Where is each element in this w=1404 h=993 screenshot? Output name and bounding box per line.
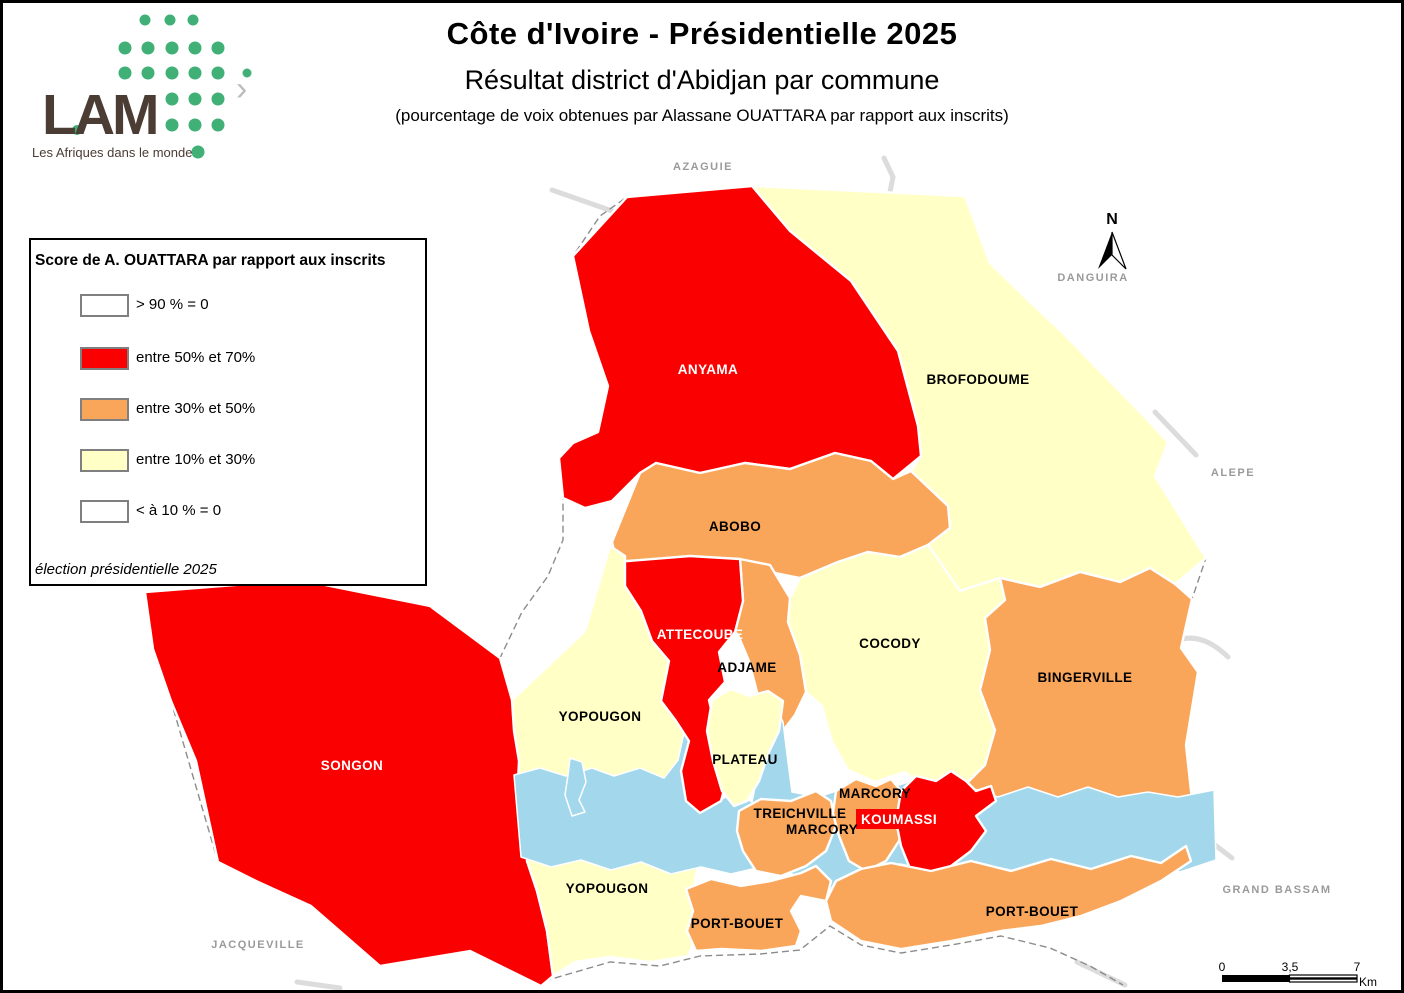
logo-dot-12 [188, 66, 202, 80]
label-bg-koumassi [856, 809, 942, 829]
legend-footnote: élection présidentielle 2025 [35, 561, 217, 578]
lam-logo-acronym: LAM [42, 83, 159, 147]
label-abobo: ABOBO [709, 519, 761, 534]
logo-dot-13 [211, 66, 225, 80]
label-anyama: ANYAMA [678, 362, 738, 377]
label-plateau: PLATEAU [712, 752, 778, 767]
legend-item-gt90: > 90 % = 0 [80, 294, 410, 318]
logo-dot-16 [188, 92, 202, 106]
logo-dot-7 [188, 41, 202, 55]
label-brofodoume: BROFODOUME [927, 372, 1030, 387]
scalebar-tick: 3,5 [1282, 960, 1299, 974]
outside-label-jacqueville: JACQUEVILLE [211, 939, 305, 951]
legend-swatch-lt10 [80, 500, 129, 523]
region-songon [143, 578, 555, 988]
logo-dot-5 [141, 41, 155, 55]
logo-dot-10 [141, 66, 155, 80]
outside-label-danguira: DANGUIRA [1057, 272, 1128, 284]
legend-label-lt10: < à 10 % = 0 [136, 502, 222, 519]
logo-dot-2 [164, 14, 176, 26]
region-treichville [735, 789, 838, 878]
label-port-bouet-east: PORT-BOUET [986, 904, 1079, 919]
label-cocody: COCODY [859, 636, 921, 651]
legend-title: Score de A. OUATTARA par rapport aux ins… [35, 252, 386, 269]
page-title: Côte d'Ivoire - Présidentielle 2025 [446, 16, 958, 51]
road-6 [1074, 959, 1128, 988]
page-note: (pourcentage de voix obtenues par Alassa… [395, 106, 1009, 125]
title-block: Côte d'Ivoire - Présidentielle 2025 Résu… [0, 0, 1404, 126]
logo-dot-4 [118, 41, 132, 55]
legend-box: Score de A. OUATTARA par rapport aux ins… [29, 238, 427, 586]
legend-label-30-50: entre 30% et 50% [136, 400, 256, 417]
outside-label-alepe: ALEPE [1211, 467, 1255, 479]
legend-swatch-50-70 [80, 347, 129, 370]
north-arrow-icon [1098, 232, 1112, 269]
label-adjame: ADJAME [717, 660, 776, 675]
logo-dot-20 [211, 118, 225, 132]
legend-label-gt90: > 90 % = 0 [136, 296, 209, 313]
outside-label-azaguie: AZAGUIE [673, 161, 733, 173]
lam-logo: LAM Les Afriques dans le monde [0, 0, 260, 170]
logo-chevron-icon: › [236, 70, 247, 108]
logo-dot-14 [242, 68, 252, 78]
legend-item-10-30: entre 10% et 30% [80, 449, 410, 473]
legend-label-50-70: entre 50% et 70% [136, 349, 256, 366]
label-attecoube: ATTECOUBE [657, 627, 744, 642]
north-arrow-label: N [1106, 211, 1118, 228]
road-3 [1152, 409, 1199, 458]
region-port-bouet-west [684, 864, 833, 953]
logo-dot-11 [165, 66, 179, 80]
label-yopougon-south: YOPOUGON [566, 881, 649, 896]
region-port-bouet-east [824, 844, 1193, 951]
logo-dot-18 [165, 118, 179, 132]
label-bingerville: BINGERVILLE [1038, 670, 1133, 685]
legend-swatch-30-50 [80, 398, 129, 421]
lam-logo-tagline: Les Afriques dans le monde [32, 145, 193, 160]
logo-dot-9 [118, 66, 132, 80]
label-yopougon-north: YOPOUGON [559, 709, 642, 724]
label-extra-1: MARCORY [786, 822, 858, 837]
logo-dot-1 [139, 14, 151, 26]
label-songon: SONGON [321, 758, 383, 773]
region-koumassi [894, 769, 998, 883]
road-7 [294, 979, 343, 991]
legend-item-50-70: entre 50% et 70% [80, 347, 410, 371]
scalebar-segment-left [1222, 975, 1290, 982]
water-2 [564, 757, 587, 817]
label-koumassi: KOUMASSI [861, 812, 937, 827]
legend-item-lt10: < à 10 % = 0 [80, 500, 410, 524]
legend-swatch-gt90 [80, 294, 129, 317]
scalebar-tick: 7 [1354, 960, 1361, 974]
logo-dot-3 [187, 14, 199, 26]
legend-item-30-50: entre 30% et 50% [80, 398, 410, 422]
logo-dot-22 [72, 125, 82, 135]
label-marcory: MARCORY [839, 786, 911, 801]
logo-dot-6 [165, 41, 179, 55]
logo-dot-21 [191, 145, 205, 159]
scalebar-unit: Km [1359, 975, 1377, 989]
label-port-bouet-west: PORT-BOUET [691, 916, 784, 931]
road-1 [549, 187, 618, 215]
scalebar-segment-right-stripe [1289, 977, 1357, 980]
logo-dot-17 [211, 92, 225, 106]
region-plateau [705, 687, 785, 808]
outside-label-grand-bassam: GRAND BASSAM [1222, 884, 1331, 896]
north-arrow-icon [1111, 231, 1127, 270]
page-subtitle: Résultat district d'Abidjan par commune [464, 65, 940, 95]
region-adjame [733, 557, 808, 738]
scalebar-tick: 0 [1219, 960, 1226, 974]
legend-label-10-30: entre 10% et 30% [136, 451, 256, 468]
logo-dot-15 [165, 92, 179, 106]
label-treichville: TREICHVILLE [754, 806, 847, 821]
logo-dot-8 [211, 41, 225, 55]
logo-dot-19 [188, 118, 202, 132]
legend-swatch-10-30 [80, 449, 129, 472]
